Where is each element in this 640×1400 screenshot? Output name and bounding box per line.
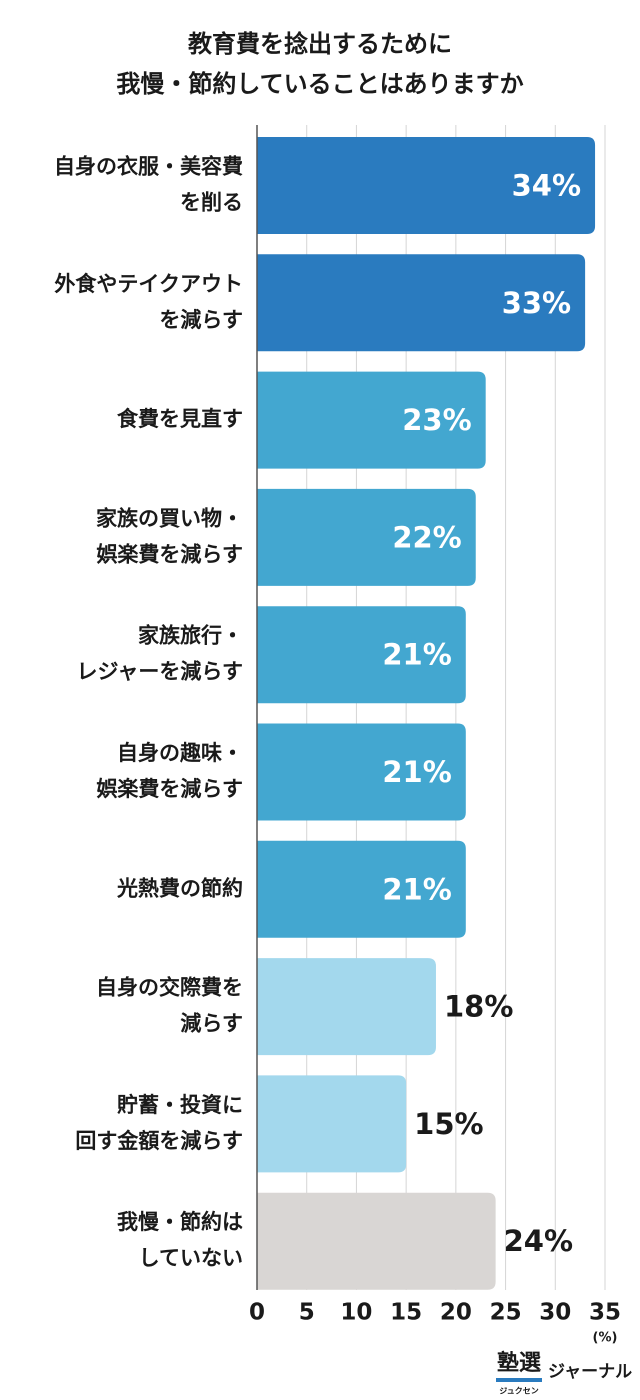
y-tick-label: レジャーを減らす: [76, 660, 243, 684]
value-label: 15%: [414, 1107, 483, 1141]
y-tick-label: 減らす: [180, 1012, 243, 1036]
logo-bar: [496, 1378, 542, 1382]
x-tick-label: 0: [249, 1300, 265, 1326]
value-label: 22%: [392, 520, 461, 554]
y-tick-label: 光熱費の節約: [116, 876, 243, 900]
value-label: 21%: [382, 755, 451, 789]
y-tick-label: 食費を見直す: [117, 407, 243, 431]
x-tick-label: 35: [589, 1300, 621, 1326]
y-tick-label: 自身の衣服・美容費: [54, 155, 243, 179]
x-tick-label: 20: [440, 1300, 472, 1326]
x-tick-label: 15: [390, 1300, 422, 1326]
bar: [257, 488, 476, 586]
value-label: 21%: [382, 638, 451, 672]
logo-reading: ジュクセン: [499, 1386, 538, 1396]
y-tick-label: 娯楽費を減らす: [96, 542, 243, 566]
chart-title: 教育費を捻出するために: [188, 30, 452, 58]
y-tick-label: を削る: [180, 191, 243, 215]
y-tick-label: 娯楽費を減らす: [96, 777, 243, 801]
logo: 塾選: [497, 1350, 541, 1376]
y-tick-label: 回す金額を減らす: [75, 1129, 243, 1153]
value-label: 18%: [444, 990, 513, 1024]
brand-name: ジャーナル: [548, 1362, 632, 1382]
bar: [257, 254, 586, 352]
bar: [257, 840, 466, 938]
chart-title: 我慢・節約していることはありますか: [116, 70, 523, 98]
y-tick-label: 家族の買い物・: [96, 506, 243, 530]
bar: [257, 137, 596, 234]
y-tick-label: 自身の趣味・: [117, 741, 243, 765]
y-tick-label: 自身の交際費を: [96, 976, 243, 1000]
y-tick-label: 貯蓄・投資に: [117, 1093, 243, 1117]
x-unit: (%): [593, 1331, 618, 1346]
x-tick-label: 10: [340, 1300, 372, 1326]
y-tick-label: 我慢・節約は: [117, 1210, 243, 1234]
x-tick-label: 5: [299, 1300, 315, 1326]
y-tick-label: 外食やテイクアウト: [54, 272, 243, 296]
y-tick-label: 家族旅行・: [138, 624, 243, 648]
x-tick-label: 25: [490, 1300, 522, 1326]
bar: [257, 1192, 496, 1290]
bar: [257, 723, 466, 821]
y-tick-label: を減らす: [159, 308, 243, 332]
value-label: 33%: [502, 286, 571, 320]
value-label: 21%: [382, 872, 451, 906]
x-tick-label: 30: [539, 1300, 571, 1326]
value-label: 24%: [504, 1224, 573, 1258]
value-label: 34%: [512, 169, 581, 203]
bar: [257, 606, 466, 704]
bar: [257, 1075, 407, 1173]
bar: [257, 371, 486, 469]
y-tick-label: していない: [139, 1246, 243, 1270]
value-label: 23%: [402, 403, 471, 437]
bar: [257, 958, 436, 1056]
